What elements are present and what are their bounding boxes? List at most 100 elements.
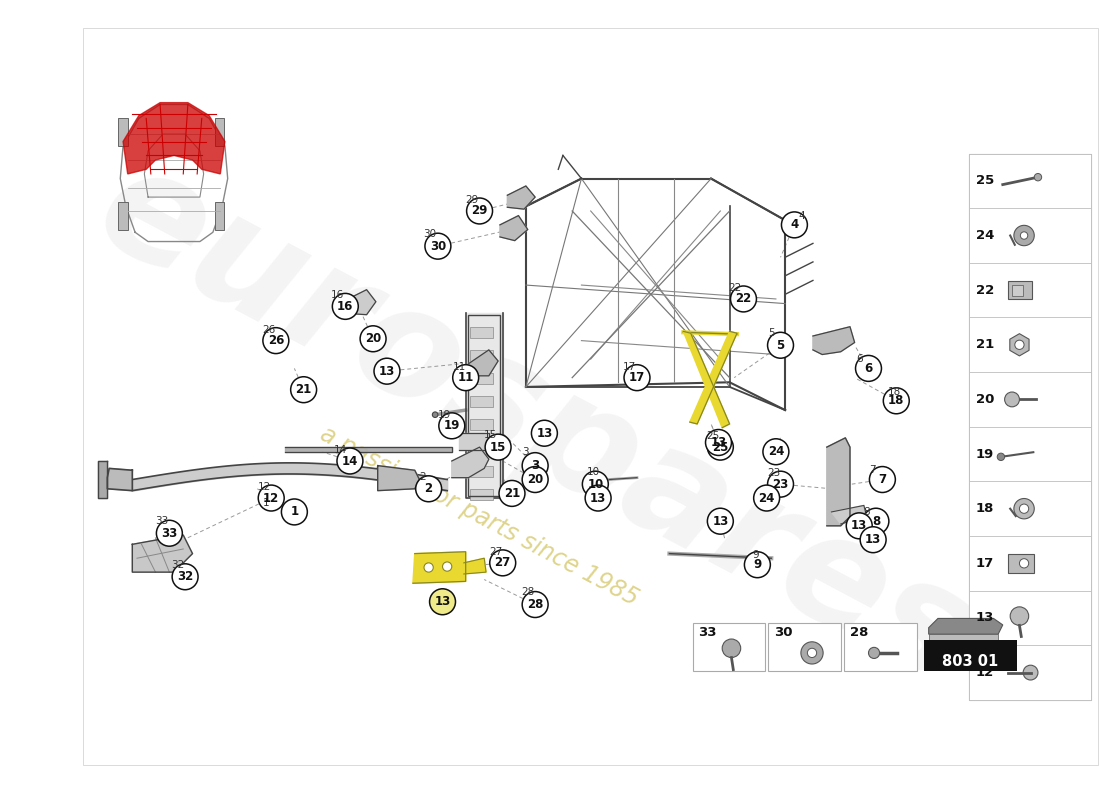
Text: 25: 25 (706, 431, 719, 441)
Text: 14: 14 (334, 445, 348, 455)
Circle shape (442, 562, 452, 571)
Circle shape (522, 453, 548, 478)
Circle shape (453, 365, 478, 390)
Text: 4: 4 (790, 218, 799, 231)
Text: 30: 30 (774, 626, 792, 639)
Circle shape (172, 564, 198, 590)
Text: 19: 19 (976, 447, 994, 461)
Text: 29: 29 (465, 195, 478, 205)
Bar (471, 373, 494, 384)
Circle shape (807, 648, 816, 658)
Polygon shape (928, 618, 1003, 634)
Circle shape (860, 526, 887, 553)
Circle shape (263, 328, 289, 354)
Circle shape (290, 377, 317, 402)
Text: 6: 6 (856, 354, 862, 364)
Text: 7: 7 (869, 466, 876, 475)
Text: 27: 27 (495, 556, 510, 570)
Text: 5: 5 (768, 328, 774, 338)
Circle shape (1010, 607, 1028, 626)
Text: 17: 17 (976, 557, 994, 570)
Text: 7: 7 (878, 473, 887, 486)
Circle shape (490, 550, 516, 576)
Circle shape (156, 520, 183, 546)
Text: 21: 21 (296, 383, 311, 396)
Circle shape (522, 466, 548, 493)
Circle shape (768, 471, 793, 497)
Text: 16: 16 (337, 300, 353, 313)
Circle shape (425, 234, 451, 259)
Bar (968, 482, 1091, 536)
Text: 13: 13 (434, 595, 451, 608)
Circle shape (862, 508, 889, 534)
Text: 17: 17 (623, 362, 636, 371)
Polygon shape (465, 313, 503, 498)
Bar (968, 154, 1091, 208)
Bar (119, 202, 128, 230)
Text: 30: 30 (430, 240, 446, 253)
Text: 20: 20 (527, 473, 543, 486)
Polygon shape (469, 350, 498, 376)
Circle shape (707, 434, 734, 460)
Text: 17: 17 (629, 371, 645, 384)
Bar (968, 154, 1091, 700)
Text: 9: 9 (754, 558, 761, 571)
Circle shape (282, 499, 307, 525)
Circle shape (1014, 498, 1034, 519)
Text: 2: 2 (419, 472, 426, 482)
Polygon shape (108, 469, 132, 490)
Text: 26: 26 (262, 325, 275, 334)
Polygon shape (813, 326, 855, 354)
Text: 1: 1 (290, 506, 298, 518)
Text: 6: 6 (865, 362, 872, 375)
Polygon shape (1010, 334, 1030, 356)
Bar (968, 263, 1091, 318)
Bar (471, 442, 494, 454)
Text: 3: 3 (522, 446, 529, 457)
Circle shape (585, 485, 612, 511)
Text: 25: 25 (712, 441, 728, 454)
Bar (968, 426, 1091, 482)
Polygon shape (266, 330, 285, 346)
Polygon shape (507, 186, 535, 209)
Polygon shape (928, 634, 998, 640)
Text: 22: 22 (736, 293, 751, 306)
Circle shape (485, 434, 512, 460)
Bar (968, 646, 1091, 700)
Circle shape (416, 476, 441, 502)
Polygon shape (98, 461, 108, 498)
Circle shape (754, 485, 780, 511)
Bar (471, 489, 494, 500)
Text: 20: 20 (365, 332, 382, 346)
Text: 21: 21 (504, 487, 520, 500)
Text: 10: 10 (587, 467, 600, 477)
Circle shape (1023, 665, 1038, 680)
Circle shape (705, 430, 732, 455)
Bar (968, 208, 1091, 263)
Text: 20: 20 (976, 393, 994, 406)
Text: 32: 32 (177, 570, 194, 583)
Text: 13: 13 (711, 436, 727, 449)
Circle shape (374, 358, 400, 384)
Text: 12: 12 (258, 482, 272, 492)
Text: 13: 13 (590, 491, 606, 505)
Text: 12: 12 (263, 491, 279, 505)
Circle shape (1020, 558, 1028, 568)
Bar (214, 202, 224, 230)
Circle shape (846, 513, 872, 538)
Text: 24: 24 (768, 446, 784, 458)
Bar (1012, 285, 1023, 296)
Circle shape (1004, 392, 1020, 407)
Text: 15: 15 (490, 441, 506, 454)
Circle shape (768, 332, 793, 358)
Text: 13: 13 (851, 519, 868, 532)
Circle shape (1015, 340, 1024, 350)
Text: 28: 28 (527, 598, 543, 611)
Circle shape (466, 198, 493, 224)
Text: 8: 8 (864, 507, 870, 517)
Circle shape (730, 286, 757, 312)
Text: 33: 33 (698, 626, 716, 639)
Circle shape (1014, 226, 1034, 246)
Text: 25: 25 (976, 174, 994, 187)
Polygon shape (377, 466, 419, 490)
